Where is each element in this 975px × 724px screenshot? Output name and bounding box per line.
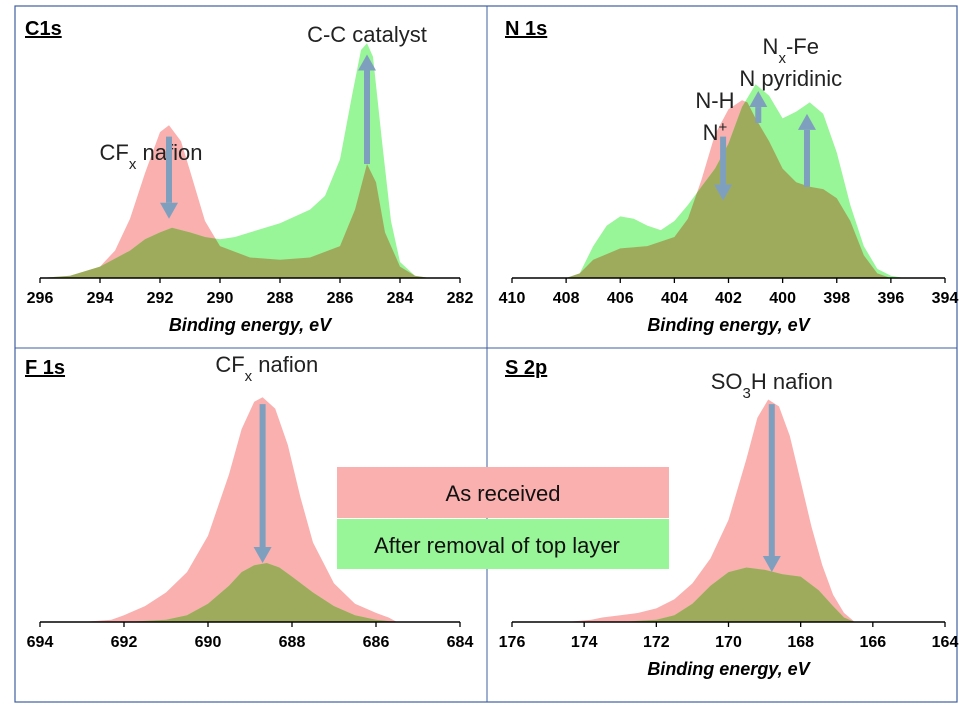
- s2p-area-overlap: [512, 567, 945, 622]
- n1s-tick-label: 410: [499, 290, 526, 307]
- n1s-tick-label: 400: [769, 290, 796, 307]
- c1s-x-axis-label: Binding energy, eV: [169, 315, 333, 335]
- s2p-tick-label: 172: [643, 634, 670, 651]
- s2p-annotation: SO3H nafion: [711, 369, 833, 402]
- c1s-tick-label: 284: [387, 290, 414, 307]
- c1s-area-overlap: [40, 125, 460, 278]
- f1s-arrow: [253, 404, 272, 563]
- n1s-tick-label: 404: [661, 290, 688, 307]
- c1s-arrow: [160, 136, 178, 219]
- c1s-tick-label: 296: [27, 290, 54, 307]
- f1s-tick-label: 690: [195, 634, 222, 651]
- f1s-area-as-received: [40, 397, 460, 622]
- f1s-tick-label: 688: [279, 634, 306, 651]
- n1s-tick-label: 396: [878, 290, 905, 307]
- panel-f1s: 694 692 690 688 686 684 F 1s CFx nafion: [25, 352, 473, 651]
- n1s-arrow: [749, 91, 768, 123]
- legend-label-as-received: As received: [446, 481, 561, 506]
- n1s-tick-label: 406: [607, 290, 634, 307]
- s2p-tick-label: 176: [499, 634, 526, 651]
- panel-n1s: 410 408 406 404 402 400 398 396 394 Binding energ…: [499, 18, 959, 335]
- n1s-annotation: N+: [703, 119, 728, 146]
- s2p-arrow: [762, 404, 781, 573]
- n1s-annotation: Nx-Fe: [763, 34, 819, 67]
- c1s-tick-label: 286: [327, 290, 354, 307]
- f1s-tick-label: 686: [363, 634, 390, 651]
- panel-s2p: 176 174 172 170 168 166 164 Binding energy, eV S…: [499, 357, 959, 679]
- c1s-panel-title: C1s: [25, 18, 62, 40]
- c1s-tick-label: 282: [447, 290, 474, 307]
- f1s-tick-label: 694: [27, 634, 54, 651]
- n1s-tick-label: 394: [932, 290, 959, 307]
- s2p-tick-label: 166: [859, 634, 886, 651]
- f1s-tick-label: 684: [447, 634, 474, 651]
- f1s-panel-title: F 1s: [25, 357, 65, 379]
- c1s-tick-label: 292: [147, 290, 174, 307]
- f1s-annotation: CFx nafion: [215, 352, 318, 385]
- n1s-arrow: [797, 113, 816, 187]
- s2p-tick-label: 164: [932, 634, 959, 651]
- s2p-tick-label: 168: [787, 634, 814, 651]
- s2p-x-axis-label: Binding energy, eV: [647, 659, 811, 679]
- n1s-tick-label: 402: [715, 290, 742, 307]
- legend-label-after-removal: After removal of top layer: [374, 533, 620, 558]
- s2p-tick-label: 174: [571, 634, 598, 651]
- n1s-panel-title: N 1s: [505, 18, 547, 40]
- n1s-arrow: [714, 136, 733, 201]
- c1s-annotation: C-C catalyst: [307, 22, 427, 47]
- s2p-panel-title: S 2p: [505, 357, 547, 379]
- f1s-area-overlap: [40, 563, 460, 622]
- c1s-tick-label: 294: [87, 290, 114, 307]
- legend-swatch-after-removal: [337, 519, 669, 569]
- c1s-tick-label: 290: [207, 290, 234, 307]
- f1s-tick-label: 692: [111, 634, 138, 651]
- n1s-annotation: N-H: [695, 88, 734, 113]
- n1s-tick-label: 398: [823, 290, 850, 307]
- legend-swatch-as-received: [337, 467, 669, 518]
- c1s-tick-label: 288: [267, 290, 294, 307]
- n1s-tick-label: 408: [553, 290, 580, 307]
- s2p-tick-label: 170: [715, 634, 742, 651]
- n1s-annotation: N pyridinic: [739, 66, 842, 91]
- n1s-x-axis-label: Binding energy, eV: [647, 315, 811, 335]
- panel-c1s: 296 294 292 290 288 286 284 282 Binding energy, …: [25, 18, 473, 335]
- c1s-arrow: [358, 54, 376, 164]
- legend: As received After removal of top layer: [337, 467, 669, 569]
